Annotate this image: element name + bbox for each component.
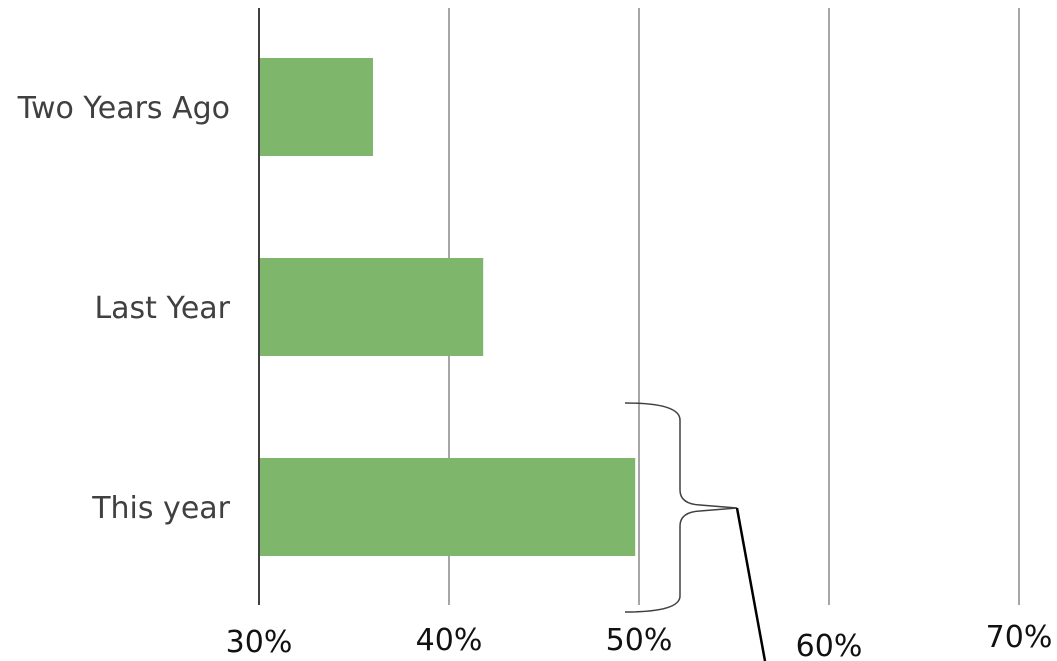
x-tick-label-4: 70% bbox=[986, 620, 1053, 655]
category-label-0: Two Years Ago bbox=[17, 91, 230, 126]
x-tick-label-0: 30% bbox=[226, 625, 293, 660]
annotation-pointer-line bbox=[735, 507, 767, 661]
x-tick-label-1: 40% bbox=[416, 623, 483, 658]
x-tick-labels: 30% 40% 50% 60% 70% bbox=[226, 620, 1053, 661]
category-label-2: This year bbox=[91, 491, 230, 526]
bar-2 bbox=[259, 458, 636, 556]
bars bbox=[259, 58, 636, 556]
bar-0 bbox=[259, 58, 373, 156]
annotation bbox=[624, 402, 767, 661]
annotation-brace bbox=[624, 402, 738, 613]
category-labels: Two Years Ago Last Year This year bbox=[17, 91, 231, 526]
bar-1 bbox=[259, 258, 484, 356]
x-tick-label-3: 60% bbox=[796, 629, 863, 661]
x-tick-label-2: 50% bbox=[606, 623, 673, 658]
category-label-1: Last Year bbox=[94, 291, 230, 326]
